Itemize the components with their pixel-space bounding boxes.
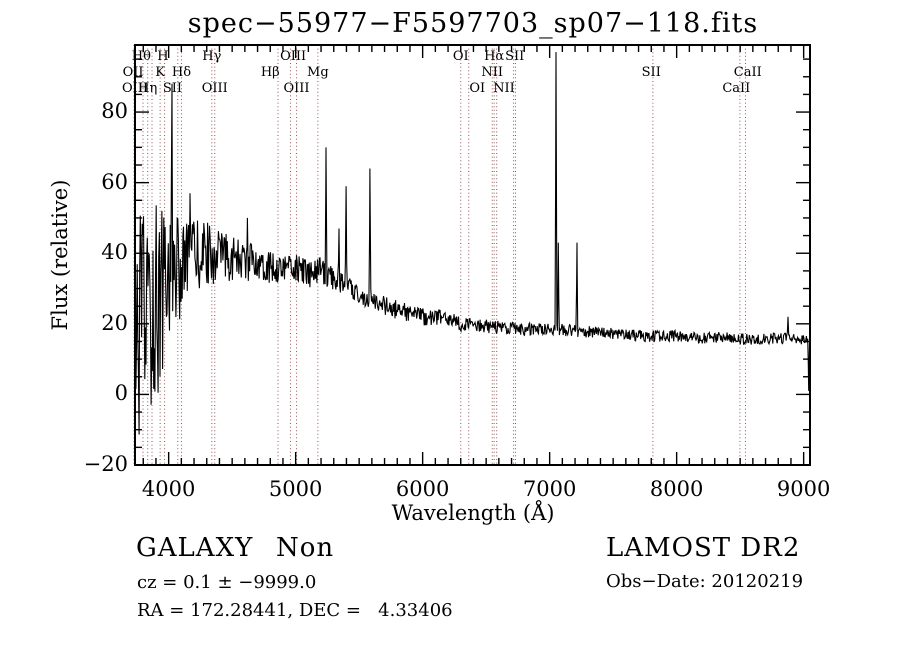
x-tick-label: 7000	[522, 477, 577, 501]
spectral-line-label: Hδ	[171, 65, 192, 80]
y-tick-label: 20	[101, 310, 128, 335]
plot-title: spec−55977−F5597703_sp07−118.fits	[187, 8, 759, 39]
survey-release-label: LAMOST DR2	[606, 533, 801, 563]
spectral-line-label: Mg	[307, 65, 329, 80]
spectral-line-label: NII	[481, 65, 504, 80]
spectral-line-label: NII	[493, 81, 515, 96]
y-tick-label: 60	[101, 169, 128, 194]
ra-dec-text: RA = 172.28441, DEC = 4.33406	[137, 600, 453, 621]
plot-frame	[134, 44, 811, 466]
spectral-line-label: H	[157, 49, 169, 64]
spectral-line-label: OIII	[280, 49, 307, 64]
object-subclass-label: Non	[276, 533, 335, 563]
spectral-line-label: K	[155, 65, 165, 80]
spectral-line-label: OI	[469, 81, 486, 96]
spectral-line-label: Hη	[138, 81, 158, 96]
x-axis-label: Wavelength (Å)	[391, 501, 555, 525]
spectral-line-label: CaII	[722, 81, 751, 96]
spectral-line-label: SII	[505, 49, 525, 64]
y-tick-label: 80	[101, 99, 128, 124]
object-class-label: GALAXY	[136, 533, 254, 563]
x-tick-label: 6000	[395, 477, 450, 501]
spectral-line-label: OIII	[283, 81, 310, 96]
x-tick-label: 9000	[776, 477, 831, 501]
spectrum-trace	[135, 52, 810, 435]
spectral-line-label: Hγ	[202, 49, 222, 64]
spectral-line-label: Hα	[484, 49, 505, 64]
y-axis-label: Flux (relative)	[48, 179, 72, 331]
y-tick-label: 40	[101, 240, 128, 265]
x-tick-label: 8000	[649, 477, 704, 501]
spectral-line-label: OI	[452, 49, 469, 64]
spectral-line-label: OIII	[201, 81, 228, 96]
y-tick-label: 0	[114, 381, 128, 406]
cz-value-text: cz = 0.1 ± −9999.0	[137, 572, 317, 593]
spectral-line-label: SII	[641, 65, 661, 80]
spectral-line-label: OIII	[121, 81, 149, 96]
x-tick-label: 4000	[141, 477, 196, 501]
spectral-line-label: SII	[162, 81, 183, 96]
spectral-line-label: Hβ	[260, 65, 280, 80]
obs-date-text: Obs−Date: 20120219	[606, 571, 804, 592]
spectral-line-label: Hθ	[131, 49, 151, 64]
spectral-line-label: OII	[122, 65, 144, 80]
x-tick-label: 5000	[268, 477, 323, 501]
y-tick-label: −20	[83, 452, 128, 476]
spectral-line-label: CaII	[733, 65, 762, 80]
